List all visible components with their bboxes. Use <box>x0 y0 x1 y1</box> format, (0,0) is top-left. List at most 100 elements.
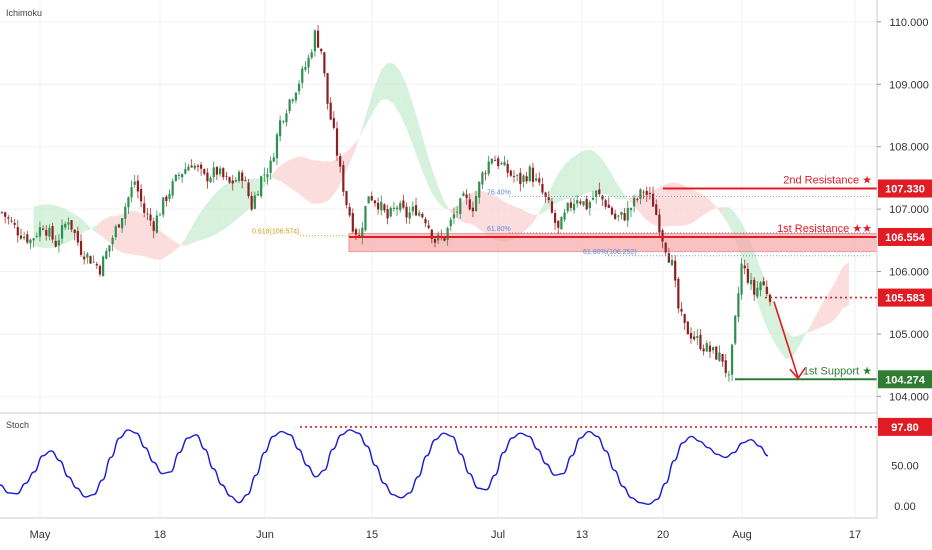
candle-body <box>588 202 591 209</box>
cloud-segment <box>362 106 369 132</box>
cloud-segment <box>792 335 799 358</box>
stochastic-panel: 97.80 <box>0 412 932 505</box>
candle-body <box>512 176 516 177</box>
cloud-segment <box>280 161 287 186</box>
y-tick-label: 107.000 <box>889 204 929 216</box>
candle-body <box>380 201 383 211</box>
cloud-segment <box>393 63 401 115</box>
cloud-segment <box>134 211 142 256</box>
cloud-segment <box>204 198 211 240</box>
candle-body <box>111 237 114 245</box>
candle-body <box>83 256 86 260</box>
candle-body <box>500 163 503 165</box>
candle-body <box>730 344 734 375</box>
candle-body <box>544 192 547 197</box>
candle-body <box>26 234 29 243</box>
cloud-segment <box>368 85 375 121</box>
cloud-segment <box>330 158 338 199</box>
candle-body <box>639 189 642 199</box>
cloud-segment <box>431 168 439 203</box>
candle-body <box>591 197 595 200</box>
candle-body <box>351 213 354 232</box>
cloud-segment <box>254 178 262 201</box>
cloud-segment <box>286 158 293 190</box>
level-label: 1st Resistance ★★ <box>777 223 872 235</box>
candle-body <box>430 229 433 239</box>
candle-body <box>291 99 294 102</box>
candle-body <box>373 200 377 204</box>
level-price-value: 107.330 <box>885 184 925 196</box>
candle-body <box>339 156 342 167</box>
candle-body <box>332 118 335 128</box>
fib-label: 0.618(106.574) <box>252 229 299 236</box>
candle-body <box>636 199 639 200</box>
candle-body <box>708 345 712 352</box>
cloud-segment <box>760 267 767 328</box>
candle-body <box>595 190 598 198</box>
cloud-segment <box>551 173 559 207</box>
candle-body <box>651 193 655 207</box>
cloud-segment <box>96 219 104 238</box>
cloud-segment <box>223 181 230 230</box>
candle-body <box>370 196 373 201</box>
cloud-segment <box>798 333 805 348</box>
candle-body <box>614 213 617 219</box>
cloud-segment <box>166 235 173 257</box>
candle-body <box>38 227 42 237</box>
candle-body <box>582 201 585 206</box>
fib-label: 76.40% <box>487 190 511 197</box>
y-tick-label: 110.000 <box>890 17 929 29</box>
cloud-segment <box>210 191 217 237</box>
level-label: 1st Support ★ <box>803 365 872 377</box>
candle-body <box>342 165 345 192</box>
candle-body <box>579 201 582 204</box>
candle-body <box>247 182 250 197</box>
candle-body <box>320 48 323 52</box>
candle-body <box>677 278 680 309</box>
cloud-segment <box>425 146 432 194</box>
cloud-segment <box>570 154 578 199</box>
candle-body <box>152 221 155 231</box>
candle-body <box>528 166 531 181</box>
cloud-segment <box>229 179 236 226</box>
cloud-segment <box>103 216 110 243</box>
candle-body <box>200 164 203 169</box>
candle-body <box>253 195 256 209</box>
candle-body <box>446 228 449 240</box>
candle-body <box>629 208 633 211</box>
candle-body <box>102 256 105 277</box>
candle-body <box>689 332 693 339</box>
candle-body <box>209 177 212 183</box>
candle-body <box>301 68 304 83</box>
cloud-segment <box>596 152 603 194</box>
candle-body <box>335 128 339 156</box>
candle-body <box>405 206 408 218</box>
cloud-segment <box>602 159 609 196</box>
cloud-segment <box>476 190 483 232</box>
candle-body <box>225 175 228 177</box>
x-tick-label: 13 <box>576 529 588 541</box>
candle-body <box>506 163 509 173</box>
candle-body <box>541 183 544 193</box>
level-price-tag <box>878 227 932 246</box>
projection-line <box>773 301 799 378</box>
cloud-segment <box>324 161 331 203</box>
cloud-segment <box>343 148 350 178</box>
candle-body <box>206 172 209 182</box>
candle-body <box>560 217 563 230</box>
candle-body <box>424 218 427 224</box>
cloud-segment <box>122 211 129 254</box>
x-tick-label: 20 <box>657 529 669 541</box>
candle-body <box>282 121 285 122</box>
candle-body <box>433 238 437 243</box>
cloud-segment <box>400 71 407 129</box>
candle-body <box>604 200 607 207</box>
candle-body <box>168 193 171 199</box>
candle-body <box>171 181 174 196</box>
cloud-segment <box>507 203 514 242</box>
candle-body <box>481 172 484 185</box>
candle-body <box>310 52 313 58</box>
candle-body <box>411 206 414 212</box>
candle-body <box>724 360 727 373</box>
